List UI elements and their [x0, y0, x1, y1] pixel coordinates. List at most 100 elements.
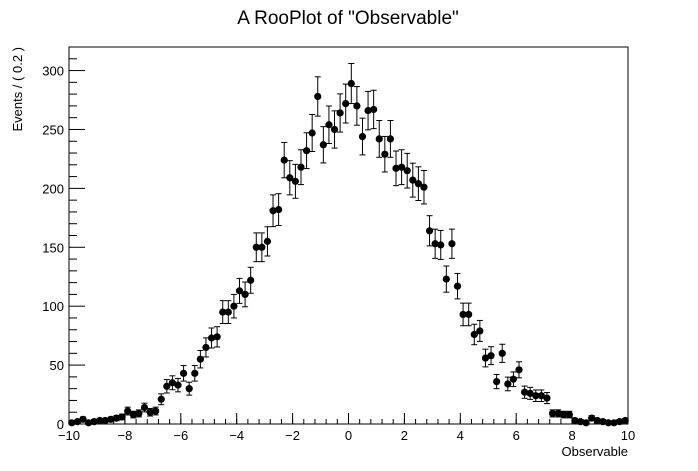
data-marker — [331, 126, 338, 133]
data-points — [68, 63, 629, 426]
x-axis-label: Observable — [562, 444, 628, 459]
data-point — [454, 273, 461, 298]
y-tick-label: 300 — [42, 64, 64, 79]
data-marker — [404, 167, 411, 174]
y-tick-label: 250 — [42, 122, 64, 137]
data-point — [320, 127, 327, 163]
data-point — [499, 344, 506, 362]
data-point — [314, 77, 321, 116]
x-tick-label: 2 — [401, 428, 408, 443]
data-marker — [186, 385, 193, 392]
data-marker — [247, 277, 254, 284]
data-marker — [314, 93, 321, 100]
data-point — [515, 362, 522, 378]
data-point — [241, 282, 248, 307]
data-point — [197, 350, 204, 367]
data-point — [487, 347, 494, 365]
data-point — [230, 294, 237, 318]
data-marker — [320, 141, 327, 148]
x-tick-label: 0 — [345, 428, 352, 443]
data-point — [214, 327, 221, 347]
data-marker — [292, 178, 299, 185]
data-point — [448, 229, 455, 258]
data-point — [443, 266, 450, 292]
data-point — [582, 419, 589, 426]
data-marker — [387, 135, 394, 142]
data-marker — [141, 404, 148, 411]
data-marker — [437, 241, 444, 248]
data-point — [437, 230, 444, 259]
data-marker — [359, 133, 366, 140]
data-marker — [454, 283, 461, 290]
y-tick-label: 100 — [42, 299, 64, 314]
data-point — [387, 121, 394, 158]
data-point — [348, 63, 355, 103]
data-point — [409, 163, 416, 197]
x-tick-label: −6 — [173, 428, 188, 443]
data-point — [281, 142, 288, 177]
data-point — [370, 90, 377, 128]
data-marker — [499, 350, 506, 357]
data-marker — [297, 164, 304, 171]
data-marker — [353, 102, 360, 109]
x-tick-label: −4 — [229, 428, 244, 443]
data-marker — [152, 407, 159, 414]
data-point — [337, 94, 344, 132]
data-marker — [448, 240, 455, 247]
chart-title: A RooPlot of "Observable" — [237, 8, 459, 29]
x-tick-label: −8 — [117, 428, 132, 443]
x-tick-label: 8 — [568, 428, 575, 443]
data-point — [275, 194, 282, 226]
x-tick-label: −2 — [285, 428, 300, 443]
data-point — [292, 164, 299, 198]
data-point — [297, 150, 304, 185]
data-point — [359, 118, 366, 155]
data-marker — [281, 157, 288, 164]
data-marker — [381, 151, 388, 158]
data-marker — [515, 366, 522, 373]
data-marker — [337, 109, 344, 116]
y-tick-label: 200 — [42, 181, 64, 196]
data-point — [119, 413, 126, 420]
data-marker — [510, 376, 517, 383]
data-point — [186, 382, 193, 395]
y-axis: 0 50 100 150 200 250 300 — [42, 47, 85, 432]
data-marker — [197, 356, 204, 363]
data-point — [353, 87, 360, 126]
data-marker — [264, 238, 271, 245]
data-point — [264, 227, 271, 256]
data-marker — [376, 135, 383, 142]
data-marker — [476, 327, 483, 334]
data-point — [566, 411, 573, 418]
data-marker — [214, 333, 221, 340]
data-point — [482, 349, 489, 367]
data-marker — [622, 417, 629, 424]
data-point — [471, 324, 478, 344]
data-marker — [158, 396, 165, 403]
data-point — [476, 320, 483, 341]
data-point — [622, 417, 629, 424]
data-point — [247, 267, 254, 293]
data-point — [158, 394, 165, 405]
data-marker — [370, 106, 377, 113]
data-marker — [180, 370, 187, 377]
data-point — [286, 161, 293, 195]
data-marker — [420, 184, 427, 191]
data-marker — [241, 291, 248, 298]
data-point — [225, 301, 232, 324]
data-point — [202, 338, 209, 357]
x-axis: −10 −8 −6 −4 −2 0 2 4 6 8 10 — [58, 413, 635, 443]
data-point — [180, 366, 187, 382]
data-point — [325, 106, 332, 143]
data-point — [420, 170, 427, 203]
y-tick-label: 0 — [57, 417, 64, 432]
data-marker — [465, 311, 472, 318]
data-marker — [309, 129, 316, 136]
data-marker — [303, 147, 310, 154]
data-point — [309, 115, 316, 152]
y-tick-label: 150 — [42, 240, 64, 255]
data-marker — [543, 394, 550, 401]
data-point — [493, 375, 500, 389]
data-marker — [275, 206, 282, 213]
